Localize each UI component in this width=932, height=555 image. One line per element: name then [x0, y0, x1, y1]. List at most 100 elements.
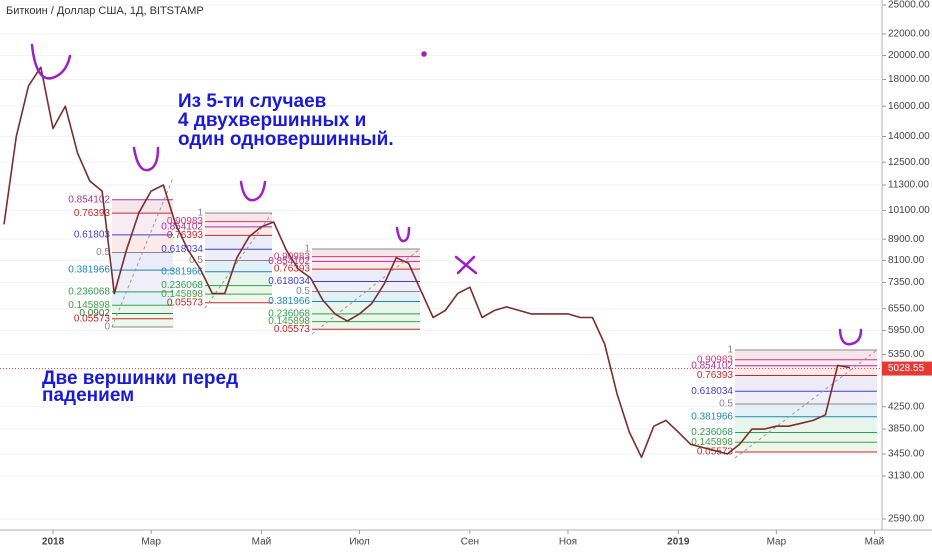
- fib-label: 0.381966: [268, 296, 310, 307]
- annotation: один одновершинный.: [178, 129, 394, 150]
- fib-band: [205, 285, 272, 295]
- data-layer: [3, 66, 851, 459]
- fib-label: 0.76393: [697, 370, 734, 381]
- fib-band: [312, 291, 420, 302]
- fib-label: 0.618034: [268, 276, 310, 287]
- y-tick-label: 4250.00: [888, 401, 925, 412]
- y-tick-label: 2590.00: [888, 514, 925, 525]
- fib-label: 1: [197, 208, 203, 219]
- fib-label: 0.5: [189, 255, 203, 266]
- y-tick-label: 14000.00: [888, 131, 930, 142]
- fib-label: 0.145898: [161, 289, 203, 300]
- fib-label: 1: [304, 244, 310, 255]
- fib-label: 0.5: [296, 286, 310, 297]
- fib-label: 0.76393: [274, 264, 311, 275]
- y-tick-label: 16000.00: [888, 101, 930, 112]
- fib-band: [112, 252, 173, 271]
- dot: [421, 51, 427, 57]
- fib-label: 0.618034: [691, 386, 733, 397]
- y-tick-label: 10100.00: [888, 205, 930, 216]
- fib-label: 0.854102: [691, 360, 733, 371]
- y-tick-label: 7350.00: [888, 277, 925, 288]
- y-tick-label: 12500.00: [888, 157, 930, 168]
- fib-label: 0.5: [96, 247, 110, 258]
- fib-label: 0.05573: [274, 324, 311, 335]
- fib-band: [735, 365, 877, 376]
- u-mark: [395, 226, 411, 243]
- y-tick-label: 6550.00: [888, 303, 925, 314]
- fib-band: [312, 261, 420, 270]
- fib-band: [205, 213, 272, 222]
- fib-band: [112, 305, 173, 314]
- y-tick-label: 18000.00: [888, 74, 930, 85]
- fib-band: [735, 442, 877, 452]
- chart-title: Биткоин / Доллар США, 1Д, BITSTAMP: [6, 5, 204, 17]
- fib-band: [205, 226, 272, 236]
- fib-band: [205, 294, 272, 303]
- fib-label: 0.145898: [68, 300, 110, 311]
- x-mark: [454, 255, 478, 275]
- fib-label: 0.90983: [167, 216, 204, 227]
- fib-label: 0.854102: [161, 222, 203, 233]
- fib-layer: 0.8541020.763930.618030.50.3819660.23606…: [0, 4, 882, 520]
- fib-label: 0.236068: [268, 309, 310, 320]
- fib-trend: [311, 248, 421, 335]
- x-tick-label: Ноя: [559, 537, 577, 548]
- x-tick-label: Мар: [767, 537, 787, 548]
- u-mark: [239, 180, 267, 202]
- y-tick-label: 5950.00: [888, 325, 925, 336]
- fib-band: [112, 291, 173, 306]
- fib-band: [312, 256, 420, 262]
- u-mark: [838, 328, 863, 346]
- x-tick-label: Май: [252, 537, 272, 548]
- x-tick-label: Май: [865, 537, 885, 548]
- fib-band: [112, 313, 173, 319]
- x-tick-label: 2019: [667, 537, 690, 548]
- fib-band: [205, 221, 272, 227]
- fib-band: [312, 313, 420, 322]
- fib-label: 0.0902: [79, 308, 110, 319]
- fib-band: [735, 350, 877, 360]
- fib-label: 0.236068: [691, 427, 733, 438]
- fib-label: 1: [727, 345, 733, 356]
- u-mark: [30, 43, 72, 80]
- x-tick-label: Мар: [141, 537, 161, 548]
- fib-label: 0.381966: [68, 265, 110, 276]
- x-tick-label: 2018: [42, 537, 65, 548]
- fib-label: 0: [104, 322, 110, 333]
- fib-label: 0.381966: [161, 266, 203, 277]
- y-tick-label: 20000.00: [888, 50, 930, 61]
- fib-label: 0.854102: [68, 194, 110, 205]
- fib-label: 0.05573: [167, 297, 204, 308]
- fib-band: [312, 281, 420, 292]
- fib-band: [112, 270, 173, 292]
- y-tick-label: 3130.00: [888, 471, 925, 482]
- fib-band: [735, 375, 877, 392]
- fib-label: 0.76393: [74, 208, 111, 219]
- fib-band: [205, 260, 272, 272]
- fib-label: 0.05573: [74, 313, 111, 324]
- fib-band: [735, 416, 877, 433]
- annotation: Из 5-ти случаев: [178, 91, 326, 112]
- fib-label: 0.236068: [161, 280, 203, 291]
- y-tick-label: 8100.00: [888, 255, 925, 266]
- annotation: падением: [42, 385, 134, 406]
- fib-label: 0.145898: [268, 316, 310, 327]
- last-price-label: 5028.55: [888, 363, 925, 374]
- fib-band: [735, 391, 877, 404]
- fib-label: 0.381966: [691, 411, 733, 422]
- fib-label: 0.618034: [161, 244, 203, 255]
- fib-label: 0.854102: [268, 256, 310, 267]
- fib-label: 0.90983: [697, 354, 734, 365]
- fib-band: [312, 249, 420, 257]
- annotation: 4 двухвершинных и: [178, 110, 366, 131]
- fib-label: 0.236068: [68, 286, 110, 297]
- fib-label: 0.90983: [274, 251, 311, 262]
- y-tick-label: 8900.00: [888, 234, 925, 245]
- annotation: Две вершинки перед: [42, 368, 238, 389]
- y-tick-label: 22000.00: [888, 29, 930, 40]
- x-tick-label: Июл: [349, 537, 369, 548]
- y-tick-label: 5350.00: [888, 349, 925, 360]
- fib-band: [735, 404, 877, 417]
